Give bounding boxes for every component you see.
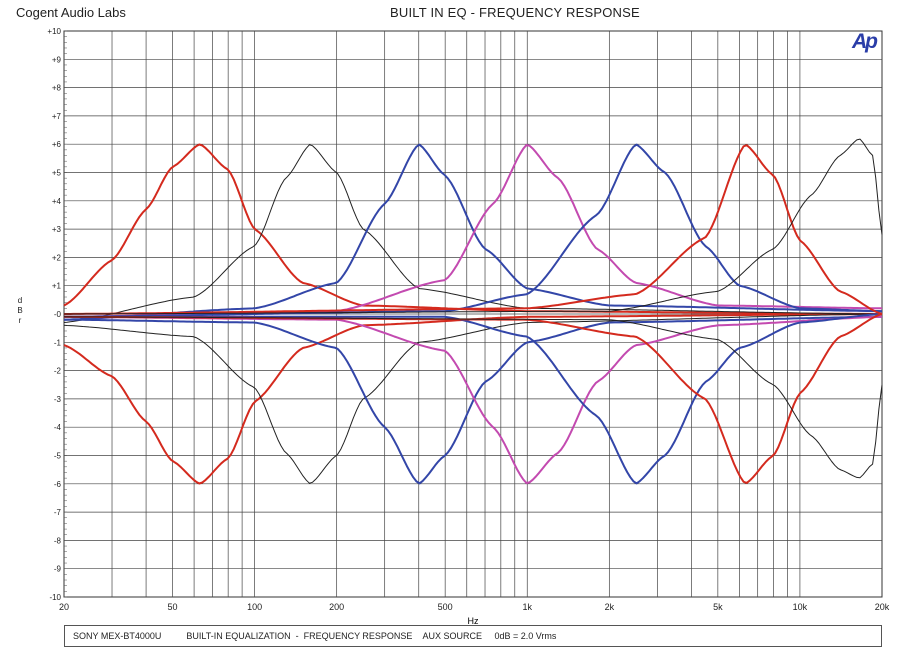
y-tick-label: -3 — [54, 395, 62, 404]
y-tick-label: +9 — [52, 55, 62, 64]
x-axis-ticks: 20 50 100 200 500 1k 2k 5k 10k 20k — [59, 602, 890, 612]
y-tick-label: +7 — [52, 112, 62, 121]
eq-curve-black-160-cut — [63, 313, 882, 484]
y-tick-label: +6 — [52, 140, 62, 149]
eq-curve-black-160-boost — [63, 144, 882, 323]
company-label: Cogent Audio Labs — [16, 5, 126, 20]
y-tick-label: +5 — [52, 169, 62, 178]
y-tick-label: -6 — [54, 480, 62, 489]
y-tick-label: -8 — [54, 536, 62, 545]
eq-curve-black-16000-boost — [64, 138, 883, 315]
x-tick-label: 200 — [329, 602, 344, 612]
y-axis-label-char: r — [19, 316, 22, 325]
footer-description: BUILT-IN EQUALIZATION - FREQUENCY RESPON… — [186, 631, 413, 641]
eq-curve-magenta-1000-boost — [64, 143, 882, 318]
y-tick-label: -1 — [54, 338, 62, 347]
chart-curves — [63, 138, 883, 485]
footer-model: SONY MEX-BT4000U — [73, 631, 162, 641]
eq-curve-blue-400-boost — [63, 143, 883, 321]
x-tick-label: 500 — [438, 602, 453, 612]
y-tick-label: -2 — [54, 367, 62, 376]
x-tick-label: 1k — [522, 602, 532, 612]
x-axis-label: Hz — [468, 616, 479, 626]
eq-curve-blue-400-cut — [64, 315, 883, 485]
x-tick-label: 100 — [247, 602, 262, 612]
footer-reference: 0dB = 2.0 Vrms — [494, 631, 557, 641]
y-tick-label: -0 — [54, 310, 62, 319]
eq-curve-red-6300-boost — [64, 144, 883, 315]
y-axis-label-char: B — [17, 306, 22, 315]
chart-title: BUILT IN EQ - FREQUENCY RESPONSE — [390, 5, 640, 20]
y-tick-label: +1 — [52, 282, 62, 291]
y-tick-label: -10 — [49, 593, 61, 602]
footer-info-box: SONY MEX-BT4000U BUILT-IN EQUALIZATION -… — [64, 625, 882, 647]
x-tick-label: 2k — [605, 602, 615, 612]
x-tick-label: 50 — [167, 602, 177, 612]
y-axis-ticks: +10 +9 +8 +7 +6 +5 +4 +3 +2 +1 -0 -1 -2 -3 -4 -5 -6 -7 -8 -… — [47, 27, 61, 602]
y-axis-label-char: d — [18, 296, 22, 305]
y-tick-label: +3 — [52, 225, 62, 234]
y-tick-label: -5 — [54, 452, 62, 461]
ap-logo: Ap — [852, 30, 878, 53]
eq-curve-blue-2500-boost — [64, 143, 883, 318]
x-tick-label: 5k — [713, 602, 723, 612]
x-tick-label: 10k — [793, 602, 808, 612]
y-axis-label: dBr — [17, 296, 22, 325]
y-tick-label: +2 — [52, 253, 62, 262]
y-tick-label: -7 — [54, 508, 62, 517]
y-tick-label: +4 — [52, 197, 62, 206]
eq-curve-black-16000-cut — [64, 316, 883, 479]
x-tick-label: 20 — [59, 602, 69, 612]
y-tick-label: -4 — [54, 423, 62, 432]
y-tick-label: +10 — [47, 27, 61, 36]
y-tick-label: -9 — [54, 565, 62, 574]
y-tick-label: +8 — [52, 84, 62, 93]
x-tick-label: 20k — [875, 602, 890, 612]
footer-source: AUX SOURCE — [422, 631, 482, 641]
